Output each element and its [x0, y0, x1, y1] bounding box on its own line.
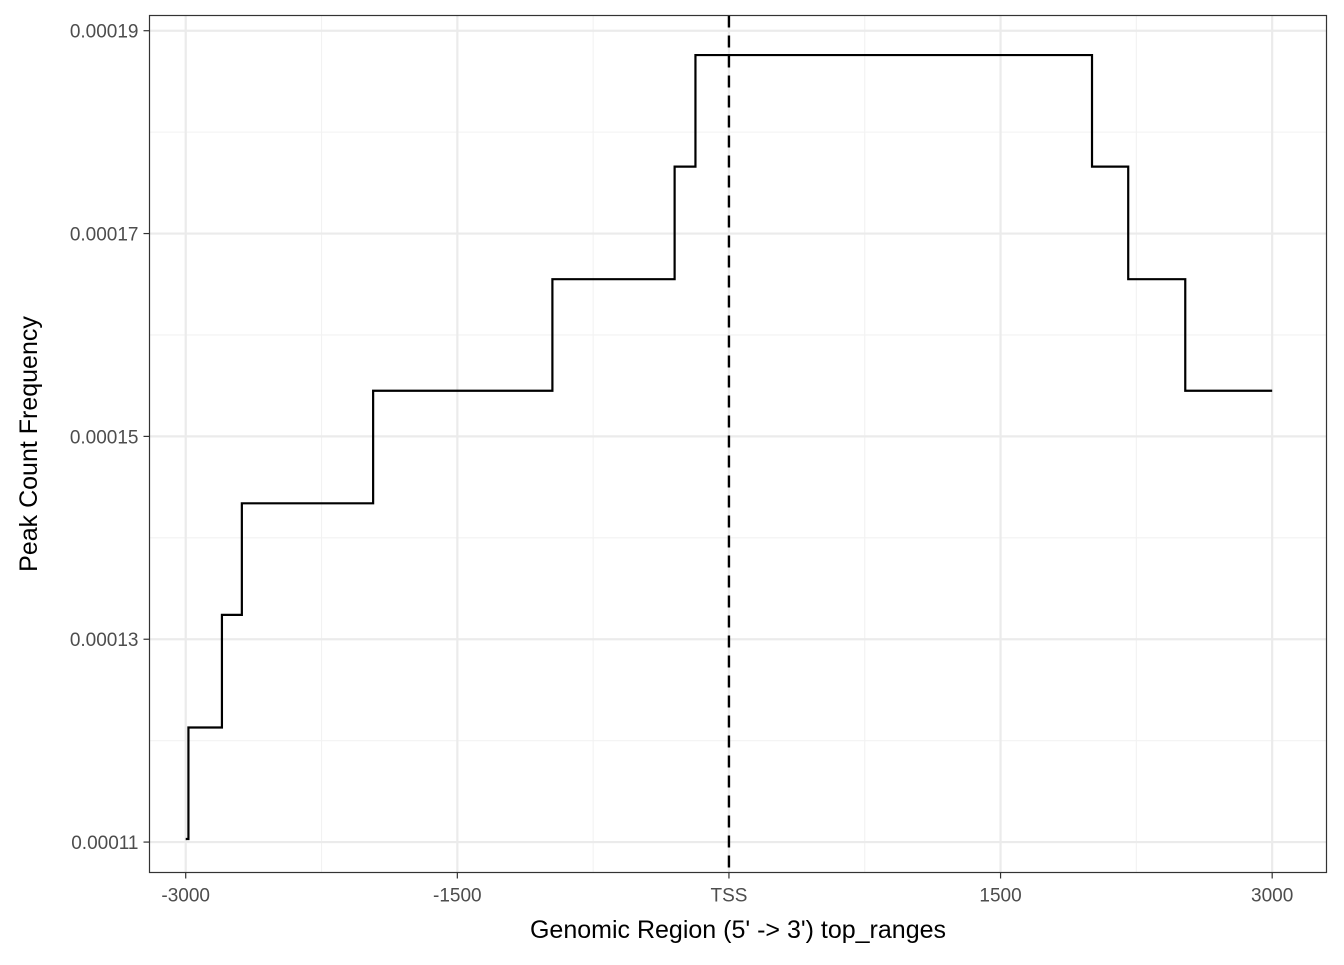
- y-axis-title: Peak Count Frequency: [15, 316, 43, 572]
- y-tick-label: 0.00017: [70, 225, 139, 246]
- y-tick-label: 0.00019: [70, 22, 139, 43]
- x-axis-ticks: -3000 -1500 TSS 1500 3000: [161, 872, 1293, 907]
- y-tick-label: 0.00013: [70, 630, 139, 651]
- x-tick-label: -1500: [433, 886, 482, 907]
- y-tick-label: 0.00011: [71, 833, 138, 854]
- series-layer: [185, 53, 1273, 841]
- x-tick-label: TSS: [710, 886, 747, 907]
- x-tick-label: -3000: [161, 886, 210, 907]
- x-tick-label: 3000: [1251, 886, 1293, 907]
- panel-border: [148, 14, 1328, 874]
- y-axis-ticks: 0.00011 0.00013 0.00015 0.00017 0.00019: [70, 22, 150, 854]
- x-tick-label: 1500: [979, 886, 1021, 907]
- y-tick-label: 0.00015: [70, 427, 139, 448]
- x-axis-title: Genomic Region (5' -> 3') top_ranges: [530, 916, 946, 944]
- minor-gridlines: [149, 15, 1327, 873]
- series-step-line: [185, 53, 1273, 841]
